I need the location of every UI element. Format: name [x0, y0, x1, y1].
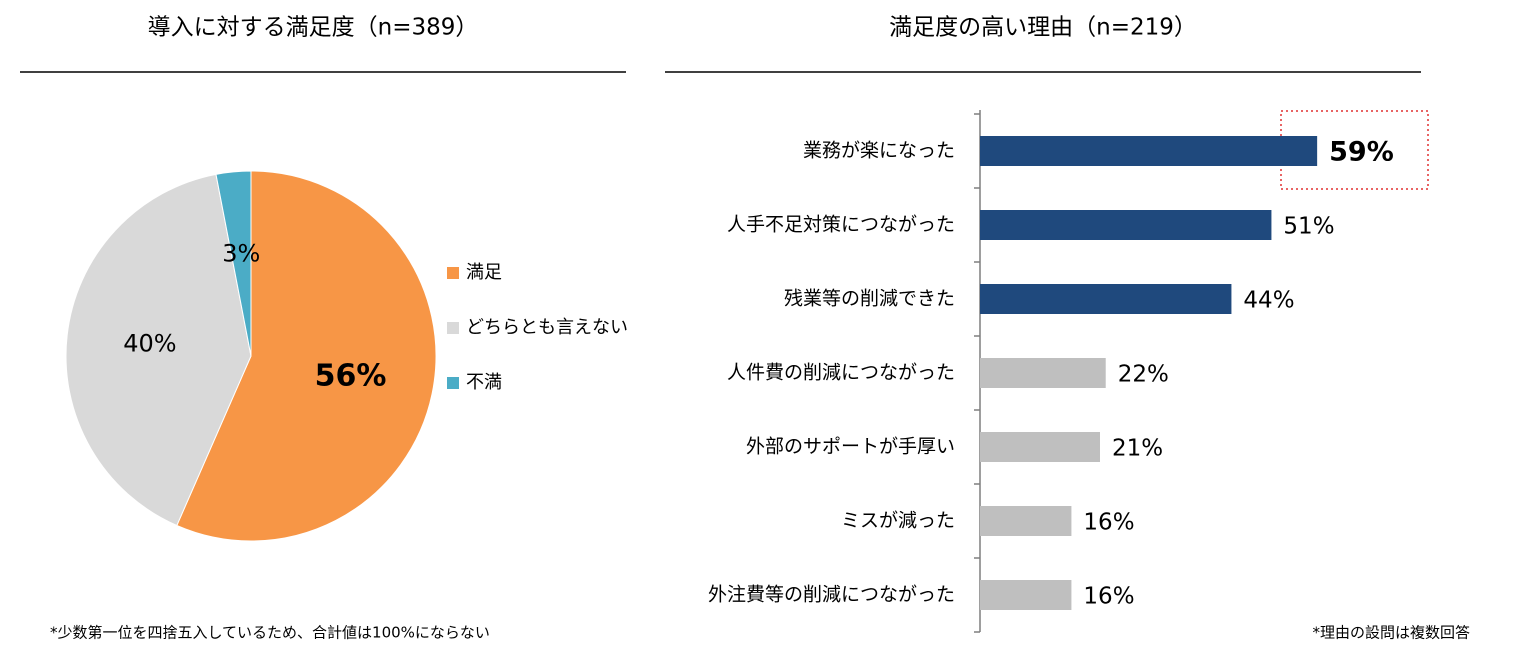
legend-swatch [447, 322, 459, 334]
category-label: 人手不足対策につながった [727, 214, 955, 236]
pie-slice [65, 173, 252, 527]
bar-title: 満足度の高い理由（n=219） [889, 15, 1197, 41]
value-label: 44% [1243, 288, 1294, 314]
legend-label: どちらとも言えない [466, 317, 628, 338]
bar-note: *理由の設問は複数回答 [1312, 624, 1470, 642]
bar [980, 506, 1072, 536]
legend-swatch [447, 377, 459, 389]
value-label: 22% [1118, 362, 1169, 388]
bar [980, 136, 1318, 166]
bar [980, 284, 1232, 314]
value-label: 16% [1083, 584, 1134, 610]
category-label: 外部のサポートが手厚い [746, 436, 955, 458]
legend-label: 不満 [466, 372, 502, 393]
legend-swatch [447, 267, 459, 279]
pie-title: 導入に対する満足度（n=389） [148, 15, 479, 41]
value-label: 16% [1083, 510, 1134, 536]
category-label: 業務が楽になった [803, 140, 955, 162]
category-label: 残業等の削減できた [784, 288, 955, 310]
slice-label: 56% [315, 358, 387, 393]
value-label: 21% [1112, 436, 1163, 462]
pie-note: *少数第一位を四捨五入しているため、合計値は100%にならない [50, 624, 490, 642]
category-label: ミスが減った [841, 510, 955, 532]
bar [980, 210, 1272, 240]
bar [980, 358, 1106, 388]
value-label: 59% [1329, 137, 1394, 168]
pie-slice [176, 170, 437, 542]
pie-slice [215, 170, 252, 357]
bar [980, 580, 1072, 610]
slice-label: 40% [123, 330, 176, 358]
legend-label: 満足 [466, 262, 502, 283]
bar [980, 432, 1100, 462]
category-label: 外注費等の削減につながった [708, 584, 955, 606]
category-label: 人件費の削減につながった [727, 362, 955, 384]
value-label: 51% [1283, 214, 1334, 240]
slice-label: 3% [222, 240, 260, 268]
